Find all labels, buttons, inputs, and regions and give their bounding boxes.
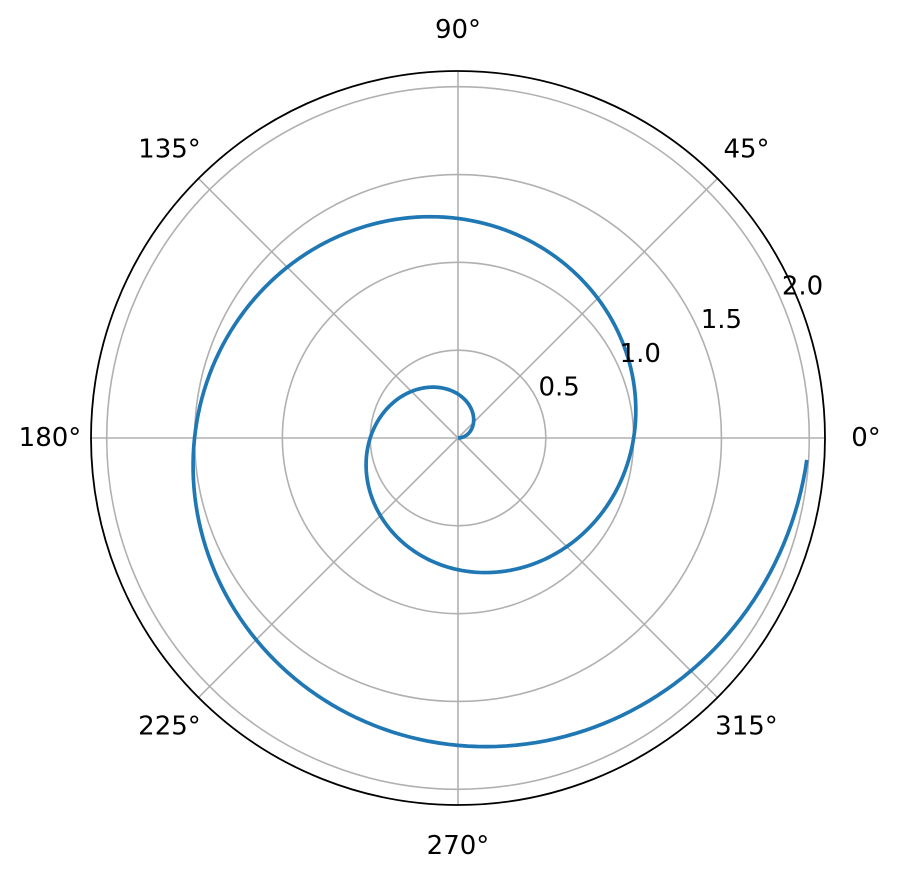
polar-spine: [90, 70, 826, 806]
theta-tick-label: 90°: [435, 15, 481, 45]
theta-gridline: [457, 177, 719, 439]
r-tick-label: 2.0: [782, 272, 823, 302]
theta-tick-label: 270°: [427, 831, 490, 861]
theta-tick-label: 135°: [138, 135, 201, 165]
theta-tick-label: 180°: [19, 423, 82, 453]
theta-tick-label: 0°: [851, 423, 881, 453]
theta-gridline: [457, 437, 719, 699]
theta-tick-label: 225°: [138, 711, 201, 741]
theta-gridline: [197, 177, 459, 439]
r-tick-label: 1.0: [620, 339, 661, 369]
r-tick-label: 1.5: [701, 305, 742, 335]
theta-tick-label: 315°: [715, 711, 778, 741]
theta-gridline: [197, 437, 459, 699]
r-tick-label: 0.5: [538, 372, 579, 402]
theta-tick-label: 45°: [723, 135, 769, 165]
spiral-line: [191, 214, 809, 749]
